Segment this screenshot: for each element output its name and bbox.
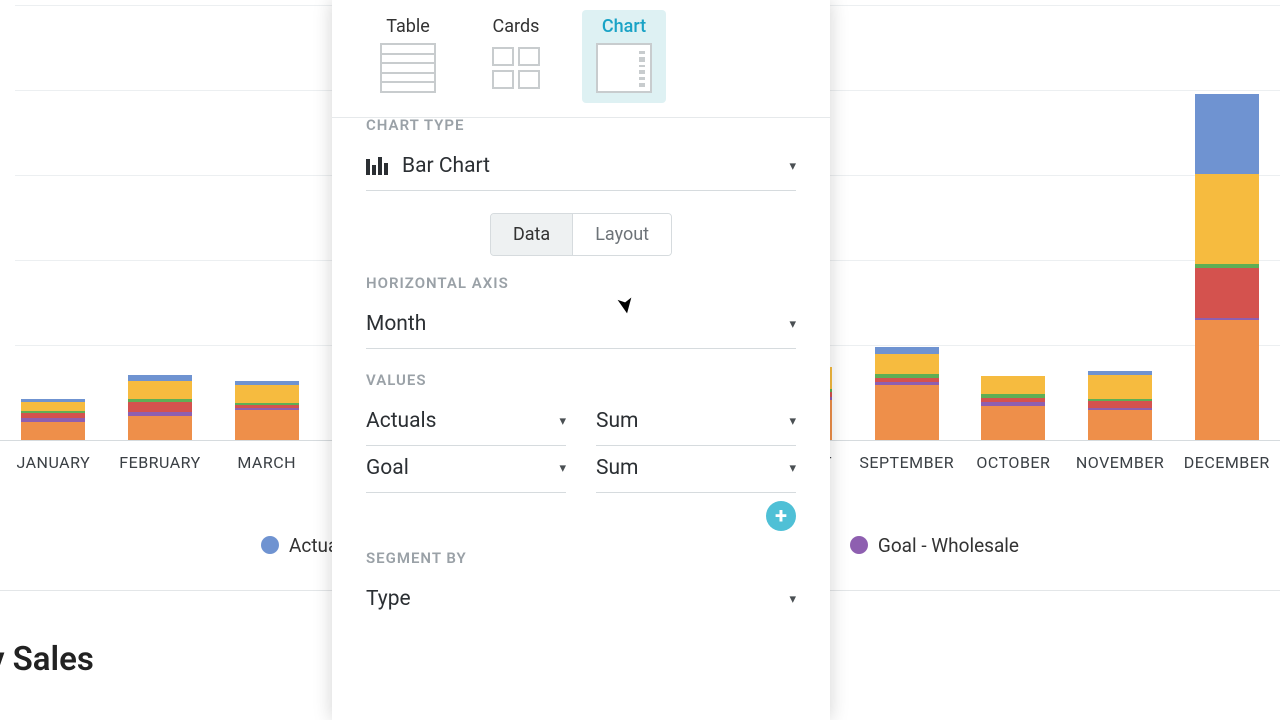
bar-segment-yellow (1088, 375, 1152, 399)
chart-type-select[interactable]: Bar Chart ▾ (366, 144, 796, 191)
bar-segment-orange (1195, 320, 1259, 440)
bar-chart-icon (366, 157, 388, 175)
bar-segment-yellow (128, 381, 192, 399)
view-tab-label: Chart (602, 16, 646, 37)
value-agg-select[interactable]: Sum ▾ (596, 446, 796, 493)
bar-segment-yellow (981, 376, 1045, 394)
data-layout-toggle: Data Layout (366, 213, 796, 256)
chart-config-panel: Table Cards Chart CHART TYPE Bar Chart ▾ D… (332, 0, 830, 720)
bar-segment-orange (235, 410, 299, 440)
table-thumb-icon (380, 43, 436, 93)
value-field: Goal (366, 456, 409, 480)
bar-column (1173, 94, 1280, 440)
chart-type-label: CHART TYPE (366, 118, 796, 134)
x-axis-label: FEBRUARY (107, 440, 214, 480)
bar-column (960, 376, 1067, 440)
bar-segment-orange (981, 406, 1045, 440)
value-agg-select[interactable]: Sum ▾ (596, 399, 796, 446)
bar-stack[interactable] (235, 381, 299, 440)
value-agg: Sum (596, 409, 638, 433)
app-root: JANUARYFEBRUARYMARCHAPRILMAYJUNEJULYAUGU… (0, 0, 1280, 720)
view-tab-table[interactable]: Table (366, 10, 450, 103)
bar-segment-orange (21, 422, 85, 440)
value-field-select[interactable]: Actuals ▾ (366, 399, 566, 446)
bar-stack[interactable] (981, 376, 1045, 440)
bar-segment-blue (1195, 94, 1259, 174)
chevron-down-icon: ▾ (789, 461, 796, 476)
bar-stack[interactable] (21, 399, 85, 440)
bar-stack[interactable] (128, 375, 192, 440)
view-tab-label: Table (386, 16, 430, 37)
chevron-down-icon: ▾ (789, 414, 796, 429)
horizontal-axis-value: Month (366, 312, 426, 336)
bar-column (107, 375, 214, 440)
x-axis-label: NOVEMBER (1067, 440, 1174, 480)
legend-swatch (850, 536, 868, 554)
bar-column (213, 381, 320, 440)
bar-segment-red (1195, 268, 1259, 318)
add-value-button[interactable]: + (766, 501, 796, 531)
value-field: Actuals (366, 409, 437, 433)
view-tab-cards[interactable]: Cards (474, 10, 558, 103)
bar-segment-orange (128, 416, 192, 440)
tab-data[interactable]: Data (491, 214, 572, 255)
tab-layout[interactable]: Layout (572, 214, 671, 255)
legend-item[interactable]: Goal - Wholesale (850, 534, 1019, 557)
view-type-tabs: Table Cards Chart (332, 0, 830, 118)
section-title: thly Sales (0, 640, 94, 679)
chevron-down-icon: ▾ (789, 592, 796, 607)
bar-segment-yellow (875, 354, 939, 374)
segment-by-select[interactable]: Type ▾ (366, 577, 796, 623)
chevron-down-icon: ▾ (559, 461, 566, 476)
value-field-select[interactable]: Goal ▾ (366, 446, 566, 493)
bar-stack[interactable] (1195, 94, 1259, 440)
cards-thumb-icon (488, 43, 544, 93)
legend-label: Goal - Wholesale (878, 534, 1019, 557)
chevron-down-icon: ▾ (789, 159, 796, 174)
bar-column (1067, 371, 1174, 440)
bar-segment-yellow (235, 385, 299, 403)
bar-segment-orange (1088, 410, 1152, 440)
chevron-down-icon: ▾ (559, 414, 566, 429)
x-axis-label: DECEMBER (1173, 440, 1280, 480)
bar-segment-red (1088, 401, 1152, 408)
bar-segment-yellow (21, 402, 85, 411)
chart-type-value: Bar Chart (402, 154, 490, 178)
horizontal-axis-label: HORIZONTAL AXIS (366, 274, 796, 292)
values-label: VALUES (366, 371, 796, 389)
legend-swatch (261, 536, 279, 554)
x-axis-label: JANUARY (0, 440, 107, 480)
bar-segment-orange (875, 385, 939, 440)
bar-stack[interactable] (1088, 371, 1152, 440)
bar-column (0, 399, 107, 440)
horizontal-axis-select[interactable]: Month ▾ (366, 302, 796, 349)
view-tab-chart[interactable]: Chart (582, 10, 666, 103)
bar-segment-red (128, 402, 192, 412)
chevron-down-icon: ▾ (789, 317, 796, 332)
x-axis-label: OCTOBER (960, 440, 1067, 480)
x-axis-label: MARCH (213, 440, 320, 480)
bar-stack[interactable] (875, 347, 939, 440)
bar-segment-blue (875, 347, 939, 354)
x-axis-label: SEPTEMBER (853, 440, 960, 480)
chart-thumb-icon (596, 43, 652, 93)
value-agg: Sum (596, 456, 638, 480)
view-tab-label: Cards (493, 16, 540, 37)
segment-by-value: Type (366, 587, 411, 611)
bar-segment-yellow (1195, 174, 1259, 264)
segment-by-label: SEGMENT BY (366, 549, 796, 567)
bar-column (853, 347, 960, 440)
